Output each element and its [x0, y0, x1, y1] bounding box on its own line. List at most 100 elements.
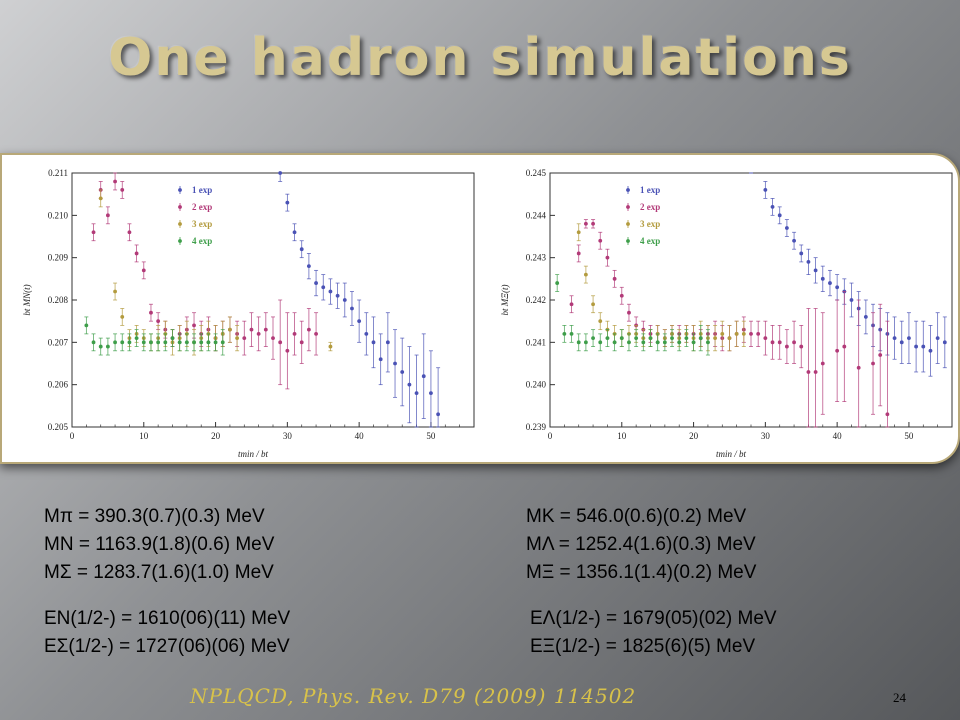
data-point	[691, 340, 696, 345]
data-point	[414, 391, 419, 396]
data-point	[576, 251, 581, 256]
y-tick-label: 0.211	[48, 168, 68, 178]
x-tick-label: 30	[761, 431, 771, 441]
data-point	[393, 361, 397, 366]
data-point	[328, 289, 333, 294]
data-point	[727, 336, 732, 340]
data-point	[141, 268, 146, 273]
chart-nucleon-mass: 0.205 0.206 0.207 0.208 0.209 0.210 0.211 0 10 20…	[10, 155, 480, 462]
result-e-xi: EΞ(1/2-) = 1825(6)(5) MeV	[530, 636, 756, 657]
legend-marker	[626, 188, 630, 192]
data-point	[84, 323, 89, 328]
data-point	[770, 340, 775, 345]
chart-nucleon-svg: 0.205 0.206 0.207 0.208 0.209 0.210 0.211 0 10 20…	[22, 168, 475, 459]
y-tick-label: 0.242	[526, 295, 546, 305]
y-tick-label: 0.210	[48, 210, 69, 220]
data-point	[591, 302, 595, 307]
data-point	[306, 264, 311, 269]
data-point	[292, 331, 297, 336]
data-point	[784, 226, 789, 230]
data-point	[371, 340, 376, 345]
data-point	[436, 412, 441, 417]
data-point	[127, 230, 132, 235]
data-point	[784, 344, 789, 349]
data-point	[598, 340, 603, 345]
data-point	[242, 336, 247, 340]
data-point	[113, 179, 117, 184]
data-point	[928, 348, 933, 353]
legend-marker	[178, 222, 182, 226]
x-axis-label: tmin / bt	[716, 449, 747, 459]
data-point	[127, 340, 132, 345]
data-point	[120, 188, 125, 192]
data-point	[907, 336, 911, 340]
data-point	[299, 247, 304, 252]
data-point	[591, 221, 595, 226]
data-point	[421, 374, 426, 379]
legend-label: 4 exp	[192, 236, 212, 246]
data-point	[713, 336, 718, 340]
data-point	[598, 238, 603, 243]
legend-entry: 1 exp	[178, 185, 212, 195]
data-point	[98, 196, 103, 201]
data-point	[400, 370, 405, 374]
y-tick-label: 0.245	[526, 168, 547, 178]
reference-citation: NPLQCD, Phys. Rev. D79 (2009) 114502	[190, 684, 637, 708]
data-point	[878, 353, 883, 357]
legend-marker	[626, 239, 630, 243]
data-point	[235, 336, 240, 340]
y-tick-label: 0.243	[526, 253, 547, 263]
data-point	[641, 340, 646, 345]
data-point	[134, 336, 139, 340]
y-axis-label: bt MN(t)	[22, 284, 32, 315]
data-point	[285, 348, 290, 353]
data-point	[627, 340, 631, 345]
data-point	[835, 348, 840, 353]
data-point	[429, 391, 433, 396]
data-point	[684, 336, 689, 340]
x-tick-label: 40	[833, 431, 843, 441]
legend-label: 3 exp	[640, 219, 660, 229]
data-point	[249, 327, 254, 332]
data-point	[863, 315, 868, 319]
data-point	[792, 238, 796, 243]
legend-entry: 1 exp	[626, 185, 660, 195]
data-point	[828, 281, 832, 285]
data-point	[806, 370, 811, 374]
data-point	[677, 340, 682, 345]
data-point	[98, 344, 103, 349]
legend-marker	[178, 205, 182, 209]
data-point	[605, 255, 610, 260]
data-point	[562, 331, 567, 336]
data-point	[256, 331, 261, 336]
data-point	[856, 365, 861, 370]
y-tick-label: 0.206	[48, 380, 69, 390]
data-point	[156, 319, 161, 324]
legend-entry: 2 exp	[178, 202, 212, 212]
result-m-sigma: MΣ = 1283.7(1.6)(1.0) MeV	[44, 562, 274, 583]
legend-label: 3 exp	[192, 219, 212, 229]
result-m-pi: Mπ = 390.3(0.7)(0.3) MeV	[44, 506, 265, 527]
data-point	[662, 340, 667, 345]
data-point	[648, 336, 653, 340]
x-tick-label: 20	[211, 431, 221, 441]
data-point	[583, 272, 588, 277]
data-point	[149, 340, 153, 345]
data-point	[314, 281, 318, 285]
data-point	[91, 340, 96, 345]
data-point	[612, 340, 617, 345]
x-axis-label: tmin / bt	[238, 449, 269, 459]
data-point	[612, 276, 617, 281]
data-point	[813, 268, 818, 273]
series-2exp	[569, 219, 890, 428]
data-point	[299, 340, 304, 345]
data-point	[105, 213, 110, 218]
data-point	[555, 281, 560, 285]
y-tick-label: 0.240	[526, 380, 547, 390]
y-tick-label: 0.244	[526, 210, 547, 220]
data-point	[763, 336, 768, 340]
data-point	[141, 340, 146, 345]
result-m-xi: MΞ = 1356.1(1.4)(0.2) MeV	[526, 562, 757, 583]
data-point	[591, 336, 595, 340]
x-tick-label: 10	[617, 431, 627, 441]
